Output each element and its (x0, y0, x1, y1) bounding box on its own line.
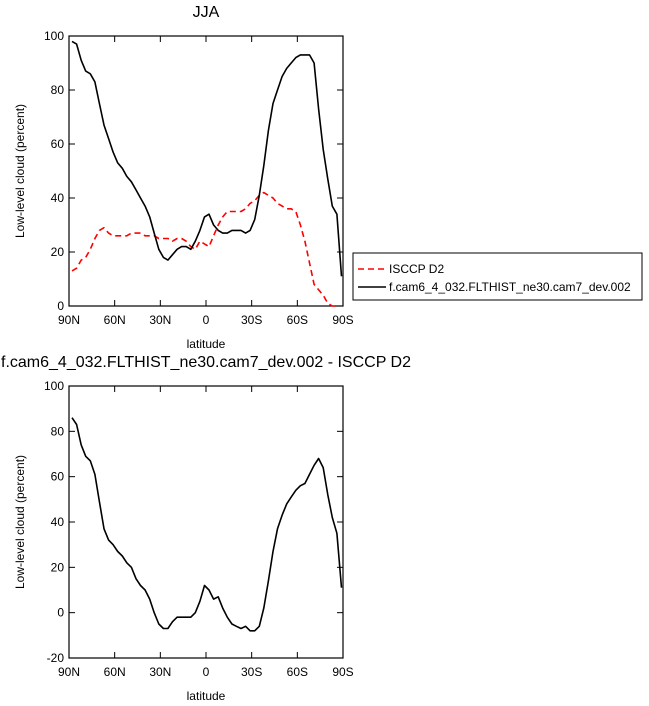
bottom-x-axis-label: latitude (187, 689, 226, 703)
bottom-y-tick-label: 20 (51, 560, 65, 574)
top-x-tick-label: 30S (241, 313, 262, 327)
top-series-line-0 (71, 191, 337, 307)
bottom-y-tick-label: 80 (51, 424, 65, 438)
top-x-ticks: 90N 60N 30N 0 30S 60S 90S (58, 36, 354, 327)
top-plot-frame (68, 35, 344, 307)
legend-label-isccp: ISCCP D2 (389, 262, 444, 276)
top-series-line-1 (71, 40, 343, 277)
top-x-axis-label: latitude (187, 337, 226, 351)
top-y-tick-label: 60 (51, 137, 65, 151)
bottom-y-tick-label: -20 (47, 651, 65, 665)
top-y-tick-label: 80 (51, 83, 65, 97)
bottom-y-tick-label: 0 (57, 606, 64, 620)
bottom-y-tick-label: 100 (44, 379, 64, 393)
top-panel: JJA 0 20 40 60 80 100 90N 60N 30N 0 30S 60S 90S lat… (13, 4, 354, 351)
top-x-tick-label: 0 (203, 313, 210, 327)
legend-label-model: f.cam6_4_032.FLTHIST_ne30.cam7_dev.002 (389, 280, 631, 294)
bottom-x-tick-label: 30N (149, 665, 171, 679)
bottom-series-lines (71, 417, 343, 632)
bottom-y-tick-label: 40 (51, 515, 65, 529)
bottom-x-tick-label: 90S (332, 665, 353, 679)
top-x-tick-label: 90S (332, 313, 353, 327)
top-x-tick-label: 60N (104, 313, 126, 327)
bottom-y-ticks: -20 0 20 40 60 80 100 (44, 379, 343, 665)
top-y-tick-label: 20 (51, 245, 65, 259)
top-y-tick-label: 0 (57, 299, 64, 313)
top-y-ticks: 0 20 40 60 80 100 (44, 29, 343, 313)
bottom-y-tick-label: 60 (51, 470, 65, 484)
top-chart-title: JJA (193, 4, 220, 21)
bottom-series-line-0 (71, 417, 343, 632)
top-y-tick-label: 100 (44, 29, 64, 43)
bottom-chart-title: f.cam6_4_032.FLTHIST_ne30.cam7_dev.002 -… (1, 354, 411, 371)
bottom-panel: f.cam6_4_032.FLTHIST_ne30.cam7_dev.002 -… (1, 354, 411, 703)
bottom-x-tick-label: 30S (241, 665, 262, 679)
top-series-lines (71, 40, 343, 307)
bottom-x-tick-label: 60N (104, 665, 126, 679)
legend-box (352, 252, 643, 301)
bottom-x-tick-label: 90N (58, 665, 80, 679)
bottom-x-tick-label: 0 (203, 665, 210, 679)
bottom-plot-frame (68, 385, 344, 659)
legend: ISCCP D2 f.cam6_4_032.FLTHIST_ne30.cam7_… (352, 252, 643, 301)
top-y-tick-label: 40 (51, 191, 65, 205)
bottom-x-tick-label: 60S (287, 665, 308, 679)
bottom-x-ticks: 90N 60N 30N 0 30S 60S 90S (58, 386, 354, 679)
top-y-axis-label: Low-level cloud (percent) (13, 104, 27, 238)
top-x-tick-label: 90N (58, 313, 80, 327)
bottom-y-axis-label: Low-level cloud (percent) (13, 455, 27, 589)
top-x-tick-label: 30N (149, 313, 171, 327)
top-x-tick-label: 60S (287, 313, 308, 327)
